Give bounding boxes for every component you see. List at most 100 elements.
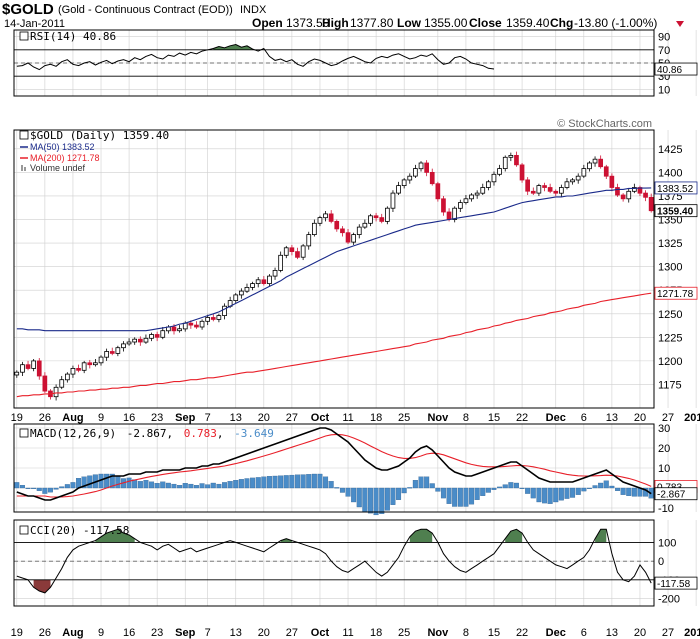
macd-histogram-bar [19,485,25,489]
price-candle [412,168,418,177]
macd-histogram-bar [328,481,334,489]
macd-histogram-bar [317,473,323,489]
rsi-legend: RSI(14) 40.86 [19,30,116,43]
cci-above-fill [505,529,523,543]
cci-x-label: 26 [39,627,51,639]
price-candle [143,337,149,343]
price-candle [373,215,379,219]
macd-histogram-bar [474,487,480,500]
price-candle [396,185,401,194]
price-candle [210,317,216,320]
price-x-label: 22 [516,412,528,424]
open-value: 1373.50 [286,16,330,30]
macd-histogram-bar [177,485,183,489]
price-x-label: 7 [205,412,211,424]
price-candle [182,322,188,330]
price-tick-label: 1350 [658,215,682,227]
price-legend: $GOLD (Daily) 1359.40 MA(50) 1383.52 MA(… [19,129,169,173]
price-candle [452,207,458,220]
rsi-panel-border [13,29,655,97]
price-candle [542,185,547,188]
price-candle [362,222,368,228]
macd-histogram-bar [457,487,463,507]
cci-x-label: Dec [546,627,566,639]
price-x-label: 13 [606,412,618,424]
price-candle [356,226,362,236]
macd-histogram-bar [143,480,149,489]
cci-x-label: 2011 [684,627,700,639]
price-candle [115,347,121,354]
price-candle [65,373,70,381]
price-x-label: 19 [11,412,23,424]
price-candle [121,343,126,349]
price-candle [480,187,486,194]
macd-histogram-bar [283,475,289,489]
price-candle [643,192,648,198]
macd-histogram-bar [266,476,272,489]
price-candle [474,192,480,196]
price-x-label: 15 [488,412,500,424]
macd-histogram-bar [412,480,418,489]
price-candle [81,362,87,371]
macd-histogram-bar [570,487,576,498]
macd-histogram-bar [289,474,295,489]
macd-histogram-bar [261,476,267,489]
price-candle [283,247,289,256]
price-tick-label: 1200 [658,356,682,368]
macd-line [16,427,652,501]
price-candle [463,198,469,204]
cci-x-label: 27 [286,627,298,639]
price-x-label: 23 [151,412,163,424]
macd-histogram-bar [233,480,239,489]
price-candle [609,175,615,188]
price-candle [424,162,430,173]
price-candle [222,305,227,317]
ma50-line [16,187,652,332]
macd-histogram-bar [154,483,160,489]
macd-histogram-bar [272,475,278,489]
macd-histogram-bar [396,487,402,500]
macd-histogram-bar [440,487,446,499]
macd-histogram-bar [356,487,362,508]
macd-histogram-bar [334,487,340,489]
price-candle [194,324,199,328]
macd-histogram-bar [339,487,345,493]
price-x-label: 2011 [684,412,700,424]
macd-histogram-bar [160,481,166,489]
macd-histogram-bar [295,474,301,489]
price-candle [98,356,104,364]
price-candle [216,315,222,320]
price-tick-label: 1225 [658,332,682,344]
macd-histogram-bar [115,476,121,489]
macd-histogram-bar [581,487,587,492]
price-candle [407,175,413,181]
macd-histogram-bar [564,487,570,499]
macd-histogram-bar [435,487,441,492]
cci-legend: CCI(20) -117.58 [19,524,129,537]
macd-histogram-bar [626,487,632,496]
price-candle [76,367,81,371]
price-x-label: Dec [546,412,566,424]
price-candle [592,158,598,164]
rsi-line [16,43,495,71]
price-candle [244,286,250,292]
macd-histogram-bar [171,483,177,489]
macd-histogram-bar [592,485,598,489]
macd-histogram-bar [64,484,70,489]
rsi-tick-label: 70 [658,45,670,57]
price-x-label: 20 [634,412,646,424]
cci-x-label: 8 [463,627,469,639]
price-candle [267,275,272,285]
cci-x-label: 20 [258,627,270,639]
macd-histogram-bar [149,481,155,489]
price-x-label: 27 [286,412,298,424]
price-x-label: Sep [175,412,195,424]
cci-x-label: Sep [175,627,195,639]
cci-x-label: Oct [311,627,330,639]
cci-x-label: Aug [62,627,83,639]
price-candle [188,322,194,326]
price-x-label: 11 [342,412,353,424]
price-candle [632,187,637,192]
price-x-label: 18 [370,412,382,424]
